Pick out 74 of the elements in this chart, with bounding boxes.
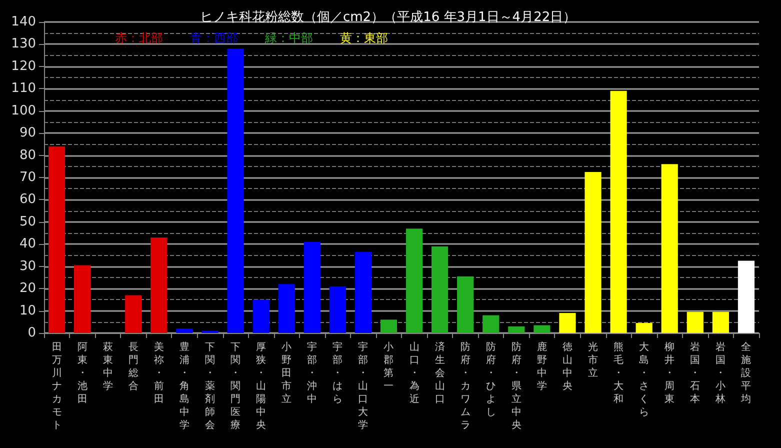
y-tick-label: 140 [11,14,36,30]
bar [125,295,142,333]
x-tick-label: 小郡第一 [384,341,394,392]
x-tick-label: 下関・関門医療 [230,342,241,431]
bar [636,323,652,333]
x-tick-label: 柳井・周東 [664,341,675,405]
bar [304,242,320,333]
bar [74,265,91,333]
x-tick-label: 岩国・小林 [714,341,726,405]
y-tick-label: 110 [11,81,36,96]
x-tick-label: 防府・カワムラ [460,341,470,431]
y-tick-label: 120 [11,58,36,74]
y-tick-label: 30 [19,258,36,274]
y-tick-label: 0 [28,326,36,340]
x-tick-label: 徳山中央 [562,342,572,392]
bar [508,326,525,333]
text: 黄：東部 [340,31,388,45]
y-tick-label: 90 [19,126,36,141]
chart-title: ヒノキ科花粉総数（個／cm2）（平成16 年3月1日～4月22日） [200,10,576,25]
bar [406,228,423,333]
y-tick-label: 20 [19,281,36,296]
y-tick-label: 100 [11,103,36,118]
x-tick-label: 防府・ひよし [486,341,496,418]
bar [354,252,372,333]
bar [176,328,193,333]
bar [482,315,500,333]
x-tick-label: 宇部・はら [332,341,343,405]
x-tick-label: 美祢・前田 [154,341,164,405]
bar [686,312,704,333]
y-tick-label: 60 [19,192,36,208]
bar [559,313,576,333]
bar [457,276,474,333]
x-tick-label: 宇部・山口大学 [358,341,368,431]
x-tick-label: 大島・さくら [639,341,650,418]
bar [712,312,729,333]
bar [329,286,346,333]
x-tick-label: 鹿野中学 [536,341,547,392]
bar [227,48,244,333]
y-tick-label: 10 [19,303,36,318]
x-tick-label: 下関・薬剤師会 [204,342,215,431]
bar [252,300,270,333]
y-tick-label: 130 [11,36,36,52]
y-tick-label: 40 [19,236,36,252]
bar [432,246,448,333]
bar [534,325,550,333]
x-tick-label: 阿東・池田 [77,342,88,405]
bar [380,320,398,333]
text: 緑：中部 [264,31,313,45]
bar [738,260,755,333]
x-tick-label: 田万川ナカモト [52,342,62,431]
x-tick-label: 全施設平均 [740,341,752,405]
x-tick-label: 防府・県立中央 [511,341,522,431]
text: 赤：北部 [115,31,163,45]
x-tick-label: 済生会山口 [434,341,445,405]
bar [610,90,627,333]
bar [278,284,295,333]
x-tick-label: 長門総合 [127,342,138,392]
x-tick-label: 小野田市立 [282,341,292,405]
y-tick-label: 70 [19,170,36,185]
bar [661,164,678,333]
x-tick-label: 豊浦・角島中学 [179,341,190,431]
x-tick-label: 萩東中学 [102,341,113,392]
x-tick-label: 厚狭・山陽中央 [256,342,266,431]
y-tick-label: 50 [19,214,36,230]
x-tick-label: 光市立 [588,341,598,379]
x-tick-label: 岩国・石本 [690,341,700,405]
bar [48,146,66,333]
y-tick-label: 80 [19,148,36,163]
x-tick-label: 宇部・沖中 [307,341,318,405]
bar [584,172,602,333]
series-label: 青：西部 [190,31,238,45]
x-tick-label: 熊毛・大和 [614,341,624,405]
x-tick-label: 山口・為近 [409,341,420,405]
bar [150,237,168,333]
